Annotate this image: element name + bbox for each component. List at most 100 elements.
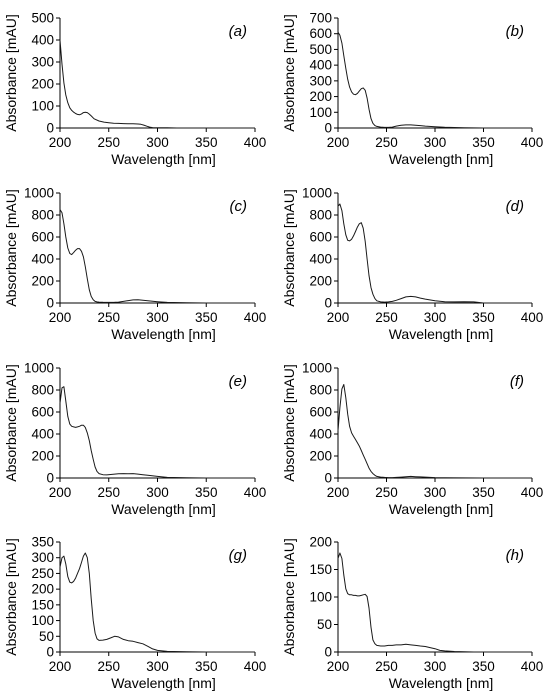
- y-tick-label: 0: [324, 296, 332, 311]
- y-axis-label: Absorbance [mAU]: [281, 189, 297, 307]
- x-axis-label: Wavelength [nm]: [389, 151, 494, 167]
- y-tick-label: 600: [309, 230, 332, 245]
- y-tick-label: 1000: [302, 186, 332, 201]
- x-tick-label: 350: [472, 659, 495, 674]
- x-tick-label: 200: [49, 659, 72, 674]
- y-tick-label: 400: [31, 427, 54, 442]
- y-tick-label: 1000: [302, 361, 332, 376]
- y-tick-label: 0: [324, 645, 332, 660]
- x-tick-label: 250: [97, 135, 120, 150]
- panel-label: (c): [230, 198, 248, 215]
- y-tick-label: 100: [309, 590, 332, 605]
- y-tick-label: 200: [309, 535, 332, 550]
- x-tick-label: 400: [521, 659, 544, 674]
- y-tick-label: 100: [309, 105, 332, 120]
- y-tick-label: 300: [31, 550, 54, 565]
- y-tick-label: 150: [309, 562, 332, 577]
- y-tick-label: 300: [309, 73, 332, 88]
- y-tick-label: 100: [31, 99, 54, 114]
- x-tick-label: 300: [146, 135, 169, 150]
- y-tick-label: 200: [31, 77, 54, 92]
- x-tick-label: 200: [327, 310, 350, 325]
- y-axis-label: Absorbance [mAU]: [281, 364, 297, 482]
- y-tick-label: 150: [31, 597, 54, 612]
- y-tick-label: 400: [309, 58, 332, 73]
- x-tick-label: 250: [97, 485, 120, 500]
- y-tick-label: 1000: [24, 186, 54, 201]
- panel-label: (b): [506, 23, 524, 40]
- x-tick-label: 400: [244, 135, 267, 150]
- y-tick-label: 200: [309, 274, 332, 289]
- y-tick-label: 0: [324, 121, 332, 136]
- y-tick-label: 800: [309, 383, 332, 398]
- x-tick-label: 350: [195, 310, 218, 325]
- y-tick-label: 800: [31, 208, 54, 223]
- spectrum-line: [337, 552, 532, 653]
- x-tick-label: 350: [472, 135, 495, 150]
- y-tick-label: 400: [309, 252, 332, 267]
- x-tick-label: 200: [49, 310, 72, 325]
- x-tick-label: 400: [521, 485, 544, 500]
- y-tick-label: 200: [31, 449, 54, 464]
- y-tick-label: 600: [309, 405, 332, 420]
- y-tick-label: 100: [31, 613, 54, 628]
- y-tick-label: 700: [309, 11, 332, 26]
- y-tick-label: 0: [46, 121, 54, 136]
- x-tick-label: 400: [244, 485, 267, 500]
- x-tick-label: 300: [146, 659, 169, 674]
- y-tick-label: 400: [31, 33, 54, 48]
- y-tick-label: 400: [31, 252, 54, 267]
- x-tick-label: 300: [146, 310, 169, 325]
- x-tick-label: 200: [49, 135, 72, 150]
- y-axis-label: Absorbance [mAU]: [3, 364, 19, 482]
- x-tick-label: 350: [195, 485, 218, 500]
- y-tick-label: 0: [46, 471, 54, 486]
- y-tick-label: 200: [309, 89, 332, 104]
- x-tick-label: 200: [327, 485, 350, 500]
- y-tick-label: 600: [31, 230, 54, 245]
- x-tick-label: 250: [97, 310, 120, 325]
- x-tick-label: 250: [375, 485, 398, 500]
- y-tick-label: 50: [39, 629, 54, 644]
- spectrum-line: [59, 209, 255, 304]
- x-tick-label: 400: [244, 310, 267, 325]
- x-tick-label: 250: [375, 310, 398, 325]
- x-tick-label: 250: [375, 659, 398, 674]
- x-axis-label: Wavelength [nm]: [389, 326, 494, 342]
- y-tick-label: 800: [309, 208, 332, 223]
- spectrum-line: [59, 39, 255, 129]
- x-tick-label: 200: [327, 135, 350, 150]
- panel-label: (e): [229, 373, 247, 390]
- y-tick-label: 0: [324, 471, 332, 486]
- x-axis-label: Wavelength [nm]: [111, 675, 216, 691]
- y-axis-label: Absorbance [mAU]: [281, 14, 297, 132]
- y-tick-label: 0: [46, 296, 54, 311]
- y-tick-label: 50: [317, 617, 332, 632]
- x-axis-label: Wavelength [nm]: [389, 675, 494, 691]
- panel-label: (a): [229, 23, 247, 40]
- x-tick-label: 200: [49, 485, 72, 500]
- panel-label: (g): [229, 547, 247, 564]
- x-tick-label: 300: [424, 659, 447, 674]
- y-tick-label: 250: [31, 566, 54, 581]
- spectrum-line: [59, 386, 255, 479]
- y-tick-label: 600: [31, 405, 54, 420]
- x-tick-label: 350: [195, 659, 218, 674]
- spectrum-line: [337, 384, 532, 479]
- y-axis-label: Absorbance [mAU]: [281, 538, 297, 656]
- panel-label: (f): [510, 373, 524, 390]
- x-axis-label: Wavelength [nm]: [111, 501, 216, 517]
- x-tick-label: 300: [424, 135, 447, 150]
- y-tick-label: 350: [31, 535, 54, 550]
- y-axis-label: Absorbance [mAU]: [3, 189, 19, 307]
- y-tick-label: 200: [31, 582, 54, 597]
- spectrum-line: [337, 31, 532, 129]
- x-tick-label: 350: [472, 310, 495, 325]
- y-tick-label: 200: [31, 274, 54, 289]
- chart-panel-8: 0 50 100 150 200 200 250 300 350 400 Wavelength [n…: [281, 535, 543, 692]
